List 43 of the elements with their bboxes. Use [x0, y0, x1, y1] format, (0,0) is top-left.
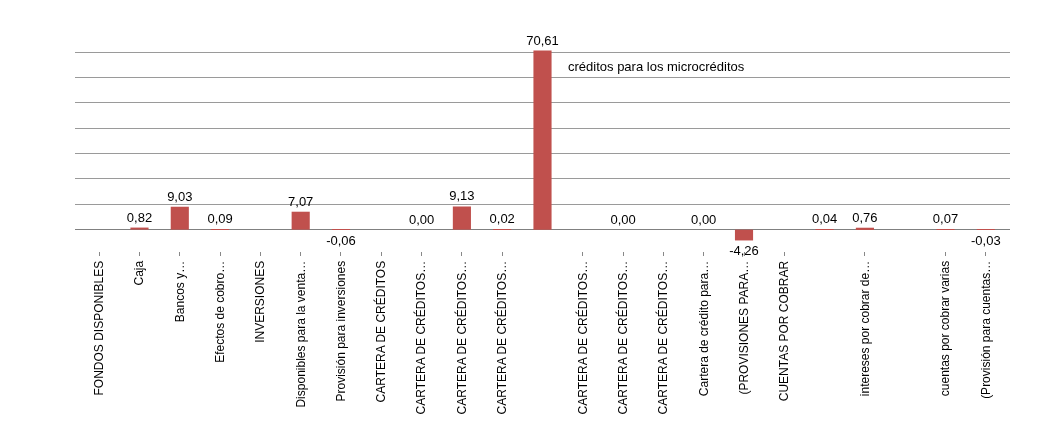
data-label: 0,02	[489, 211, 515, 226]
data-label: -0,03	[971, 233, 1001, 248]
x-tick-label: (PROVISIONES PARA…	[736, 260, 751, 395]
x-tick-label: Efectos de cobro…	[212, 260, 227, 363]
data-label: 0,82	[126, 209, 153, 225]
x-tick-label: CARTERA DE CRÉDITOS…	[453, 260, 469, 415]
data-label: 0,00	[610, 211, 636, 227]
bar	[734, 229, 754, 241]
data-label: 0,76	[852, 209, 878, 225]
x-tick-label: intereses por cobrar de…	[857, 260, 872, 397]
annotation: créditos para los microcréditos	[568, 59, 745, 74]
data-label: -4,26	[729, 243, 759, 259]
bar	[170, 206, 189, 230]
x-tick-label: CARTERA DE CRÉDITOS…	[655, 260, 671, 415]
x-tick-label: Disponibles para la venta…	[293, 260, 308, 408]
x-tick-label: INVERSIONES	[253, 260, 268, 343]
data-label: 7,07	[288, 193, 314, 209]
bar	[533, 50, 552, 230]
x-tick-label: Caja	[132, 260, 147, 286]
x-tick-label: CUENTAS POR COBRAR	[777, 260, 792, 402]
x-tick-label: CARTERA DE CRÉDITOS…	[615, 260, 630, 415]
data-label: -0,06	[326, 233, 356, 248]
data-label: 0,07	[932, 211, 959, 226]
data-label: 0,09	[207, 211, 233, 226]
x-tick-label: CARTERA DE CRÉDITOS…	[494, 260, 510, 415]
bar	[130, 227, 149, 230]
x-tick-label: (Provisión para cuentas…	[978, 260, 993, 399]
bar	[452, 206, 471, 230]
x-tick-label: Cartera de crédito para…	[696, 260, 711, 397]
x-tick-label: CARTERA DE CRÉDITOS…	[413, 260, 429, 415]
bar	[291, 211, 310, 230]
x-tick-label: CARTERA DE CRÉDITOS	[373, 260, 389, 403]
data-label: 70,61	[526, 32, 559, 48]
x-tick-label: Provisión para inversiones	[333, 260, 348, 402]
data-label: 0,00	[408, 211, 435, 227]
x-tick-label: Bancos y…	[172, 260, 187, 323]
data-label: 9,13	[449, 188, 475, 204]
data-label: 9,03	[167, 188, 193, 204]
data-label: 0,04	[811, 211, 838, 226]
x-tick-label: CARTERA DE CRÉDITOS…	[574, 260, 590, 415]
x-tick-label: cuentas por cobrar varias	[938, 260, 953, 397]
x-tick-label: FONDOS DISPONIBLES	[92, 260, 107, 396]
data-label: 0,00	[691, 211, 717, 227]
